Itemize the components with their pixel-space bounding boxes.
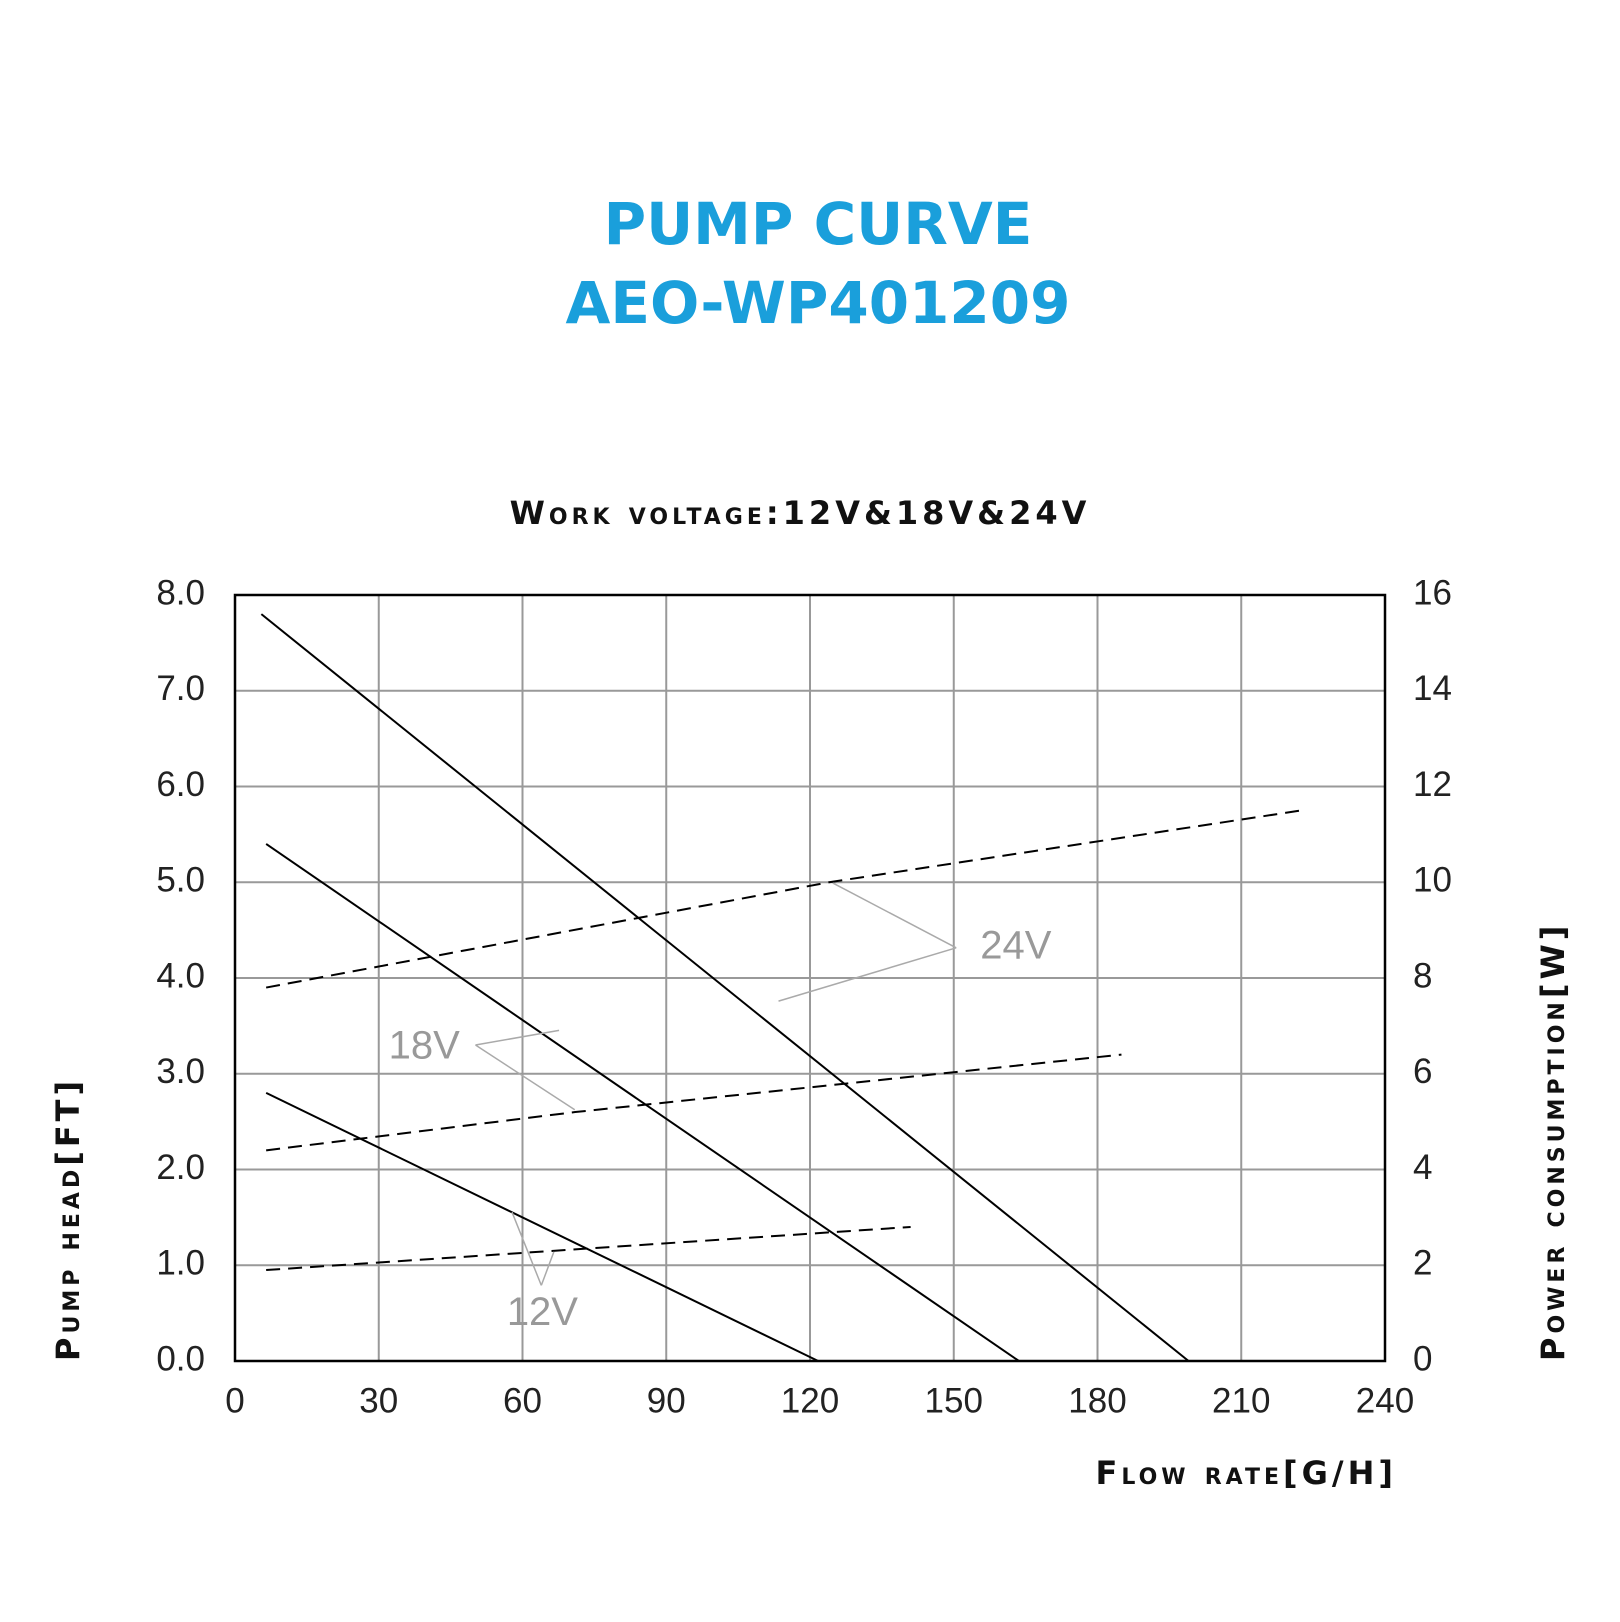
- series-line: [266, 1225, 911, 1272]
- x-tick-label: 60: [503, 1381, 542, 1420]
- x-tick-label: 240: [1356, 1381, 1414, 1420]
- y-tick-label: 2.0: [156, 1148, 205, 1187]
- x-tick-label: 0: [225, 1381, 244, 1420]
- y-tick-label: 5.0: [156, 861, 205, 900]
- y2-tick-label: 12: [1413, 765, 1452, 804]
- y-axis-title: Pump head[FT]: [49, 1077, 87, 1361]
- series-line: [260, 613, 1190, 1362]
- annotation: 12V: [507, 1290, 578, 1334]
- y-tick-label: 0.0: [156, 1339, 205, 1378]
- chart-title: PUMP CURVE: [604, 190, 1033, 258]
- x-axis-title: Flow rate[G/H]: [1096, 1454, 1397, 1492]
- annotation: 24V: [980, 923, 1051, 967]
- x-tick-label: 180: [1068, 1381, 1126, 1420]
- series-line: [265, 843, 1020, 1362]
- x-tick-label: 30: [359, 1381, 398, 1420]
- chart-subtitle: AEO-WP401209: [566, 269, 1071, 337]
- annotation-leader: [778, 947, 957, 1002]
- series-line: [266, 1053, 1122, 1152]
- y2-axis-title: Power consumption[W]: [1534, 922, 1572, 1361]
- y2-tick-label: 6: [1413, 1052, 1432, 1091]
- y2-tick-label: 8: [1413, 956, 1432, 995]
- y2-tick-label: 14: [1413, 669, 1452, 708]
- y-tick-label: 3.0: [156, 1052, 205, 1091]
- x-tick-label: 210: [1212, 1381, 1270, 1420]
- annotation-leader: [540, 1251, 555, 1286]
- series-line: [265, 809, 1302, 989]
- y2-tick-label: 16: [1413, 573, 1452, 612]
- annotation-leader: [511, 1211, 543, 1286]
- y-tick-label: 1.0: [156, 1244, 205, 1283]
- y2-tick-label: 2: [1413, 1244, 1432, 1283]
- x-tick-label: 120: [781, 1381, 839, 1420]
- y2-tick-label: 10: [1413, 861, 1452, 900]
- y2-tick-label: 0: [1413, 1339, 1432, 1378]
- y-tick-label: 4.0: [156, 956, 205, 995]
- y-tick-label: 6.0: [156, 765, 205, 804]
- y-tick-label: 7.0: [156, 669, 205, 708]
- x-tick-label: 150: [925, 1381, 983, 1420]
- y-tick-label: 8.0: [156, 573, 205, 612]
- annotation: 18V: [389, 1024, 460, 1068]
- y2-tick-label: 4: [1413, 1148, 1432, 1187]
- annotation-leader: [475, 1044, 576, 1111]
- series-line: [265, 1092, 819, 1362]
- plot-border: [233, 593, 1387, 1363]
- annotation-leader: [832, 882, 957, 949]
- annotation-leader: [475, 1029, 560, 1046]
- caption: Work voltage:12V&18V&24V: [510, 494, 1091, 532]
- x-tick-label: 90: [647, 1381, 686, 1420]
